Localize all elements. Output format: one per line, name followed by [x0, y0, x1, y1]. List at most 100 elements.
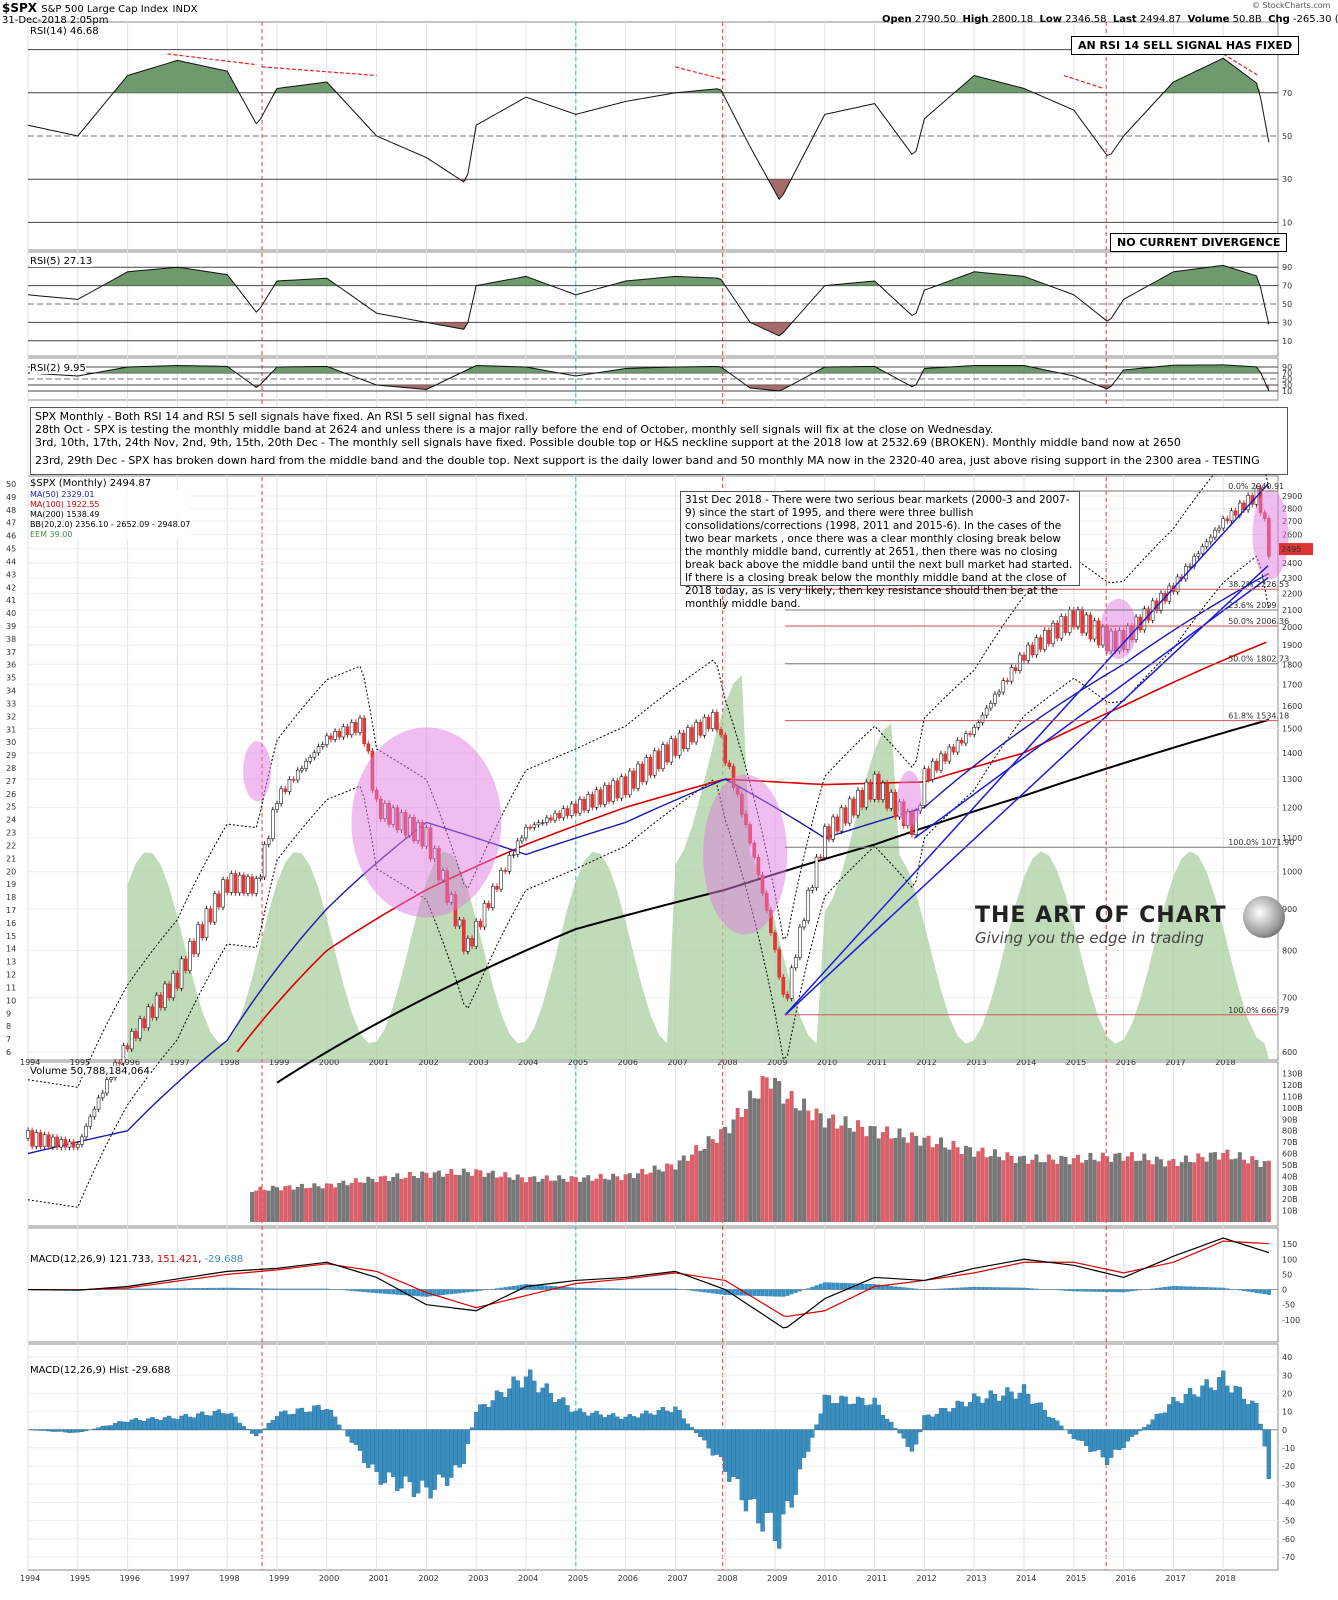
volume-bar	[478, 1170, 483, 1222]
price-ytick-2200: 2200	[1282, 589, 1302, 598]
macd-hist-bar	[876, 1284, 881, 1290]
hist-bar	[34, 1429, 39, 1431]
macd-hist-bar	[1055, 1289, 1060, 1291]
hist-bar	[1150, 1419, 1155, 1430]
volume-bar	[486, 1172, 491, 1222]
macd-hist-bar	[914, 1288, 919, 1290]
hist-bar	[457, 1429, 462, 1468]
volume-bar	[328, 1183, 333, 1222]
volume-bar	[851, 1131, 856, 1222]
hist-bar	[565, 1405, 570, 1430]
chg-label: Chg	[1268, 14, 1290, 25]
x-tick-bottom-2007: 2007	[667, 1574, 687, 1583]
candle-body	[129, 1030, 134, 1050]
fib-label-4: 50.0% 1802.73	[1228, 655, 1289, 664]
candle-body	[212, 893, 217, 923]
volume-bar	[880, 1132, 885, 1222]
price-ytick-2600: 2600	[1282, 531, 1302, 540]
hist-bar	[378, 1429, 383, 1485]
volume-bar	[407, 1171, 412, 1222]
macd-hist-bar	[1092, 1289, 1097, 1292]
left-ytick-29: 29	[6, 751, 16, 760]
volume-bar	[544, 1175, 549, 1222]
candle-body	[1246, 495, 1250, 511]
candle-body	[233, 873, 238, 894]
volume-bar	[968, 1147, 973, 1222]
hist-bar	[79, 1429, 85, 1433]
volume-bar	[1113, 1153, 1118, 1222]
hist-bar	[362, 1429, 367, 1464]
hist-bar	[50, 1429, 56, 1432]
hist-bar	[407, 1429, 412, 1483]
macd-hist-bar	[752, 1289, 757, 1296]
candle-body	[1001, 680, 1006, 693]
candle-body	[1096, 620, 1101, 646]
hist-bar	[1175, 1401, 1180, 1430]
price-ytick-1800: 1800	[1282, 660, 1302, 669]
hist-bar	[826, 1395, 832, 1430]
hist-bar	[536, 1392, 541, 1430]
macd-hist-bar	[856, 1283, 861, 1290]
candle-body	[818, 856, 823, 859]
volume-bar	[972, 1156, 977, 1222]
volume-ytick-50B: 50B	[1282, 1161, 1298, 1170]
volume-bar	[1034, 1154, 1039, 1222]
macd-hist-bar	[345, 1289, 350, 1291]
candle-body	[246, 876, 250, 894]
candle-body	[92, 1108, 97, 1118]
x-tick-top-1994: 1994	[20, 1058, 40, 1067]
hist-bar	[241, 1426, 246, 1430]
volume-bar	[358, 1182, 363, 1222]
volume-bar	[316, 1186, 321, 1222]
candle-body	[719, 729, 723, 736]
note-line-2: 28th Oct - SPX is testing the monthly mi…	[35, 423, 994, 436]
volume-bar	[922, 1137, 927, 1222]
volume-bar	[847, 1128, 852, 1222]
hist-bar	[1125, 1429, 1130, 1442]
hist-bar	[299, 1407, 305, 1430]
candle-body	[134, 1030, 138, 1039]
candle-body	[100, 1092, 105, 1099]
left-ytick-32: 32	[6, 712, 16, 721]
candle-body	[84, 1125, 88, 1138]
macd-hist-bar	[1138, 1289, 1143, 1291]
candle-body	[1233, 510, 1238, 516]
hist-bar	[1133, 1429, 1139, 1435]
macd-hist-bar	[1125, 1289, 1130, 1292]
macd-hist-bar	[540, 1285, 545, 1290]
macd-hist-bar	[1088, 1289, 1093, 1292]
hist-bar	[96, 1427, 101, 1430]
hist-bar	[772, 1429, 778, 1541]
candle-body	[980, 714, 985, 723]
hist-bar	[125, 1421, 130, 1430]
x-tick-bottom-2015: 2015	[1066, 1574, 1086, 1583]
candle-body	[316, 746, 321, 754]
macd-hist-bar	[573, 1287, 578, 1290]
macd-hist-bar	[544, 1285, 549, 1290]
candle-body	[1059, 616, 1064, 639]
x-tick-bottom-1996: 1996	[120, 1574, 140, 1583]
macd-hist-bar	[1113, 1289, 1118, 1293]
hist-bar	[652, 1414, 657, 1430]
hist-bar	[1167, 1404, 1172, 1430]
volume-bar	[1096, 1161, 1101, 1222]
left-ytick-42: 42	[6, 583, 16, 592]
candle-body	[491, 886, 495, 908]
volume-bar	[540, 1178, 545, 1222]
rsi5-line	[27, 264, 1270, 337]
rsi5-oversold-fill	[28, 322, 1269, 336]
volume-bar	[436, 1170, 441, 1222]
volume-bar	[411, 1176, 416, 1222]
hist-bar	[225, 1413, 230, 1430]
volume-bar	[602, 1178, 607, 1222]
candle-body	[1055, 622, 1060, 639]
x-tick-bottom-2016: 2016	[1116, 1574, 1136, 1583]
macd-hist-bar	[109, 1288, 114, 1290]
candle-body	[221, 879, 225, 908]
volume-bar	[1009, 1155, 1014, 1222]
hist-bar	[930, 1416, 935, 1430]
macd-ytick--50: -50	[1282, 1301, 1295, 1310]
volume-bar	[378, 1176, 383, 1222]
fib-label-6: 100.0% 1071.90	[1228, 838, 1294, 847]
macd-hist-bar	[295, 1288, 300, 1290]
